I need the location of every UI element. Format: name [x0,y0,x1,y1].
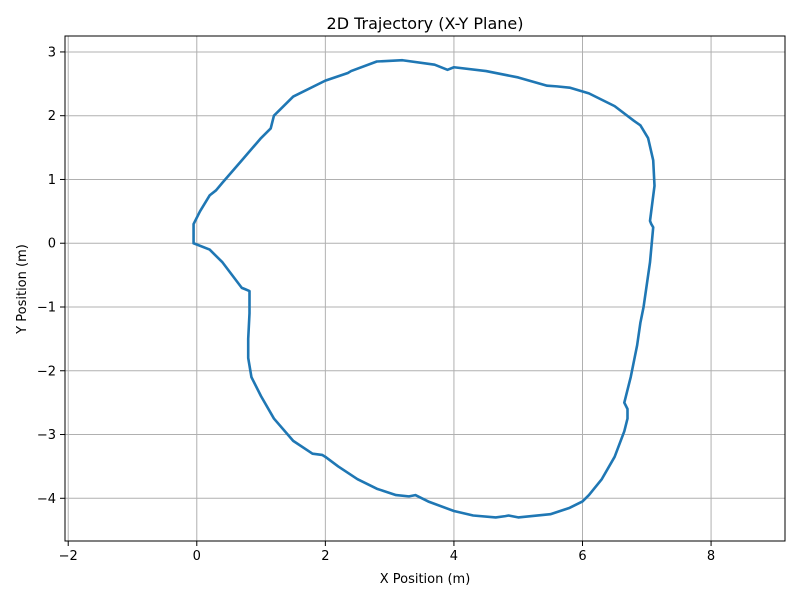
trajectory-line [192,58,656,519]
y-tick-label: −2 [37,364,56,379]
y-tick-label: 2 [48,109,56,124]
y-axis-label: Y Position (m) [15,244,30,335]
x-tick-label: 6 [578,549,586,564]
y-tick-label: −4 [37,492,56,507]
grid-lines [65,36,785,541]
y-tick-label: −1 [37,300,56,315]
x-tick-label: 0 [193,549,201,564]
y-tick-label: 3 [48,45,56,60]
plot-frame [64,35,786,542]
x-tick-label: 2 [321,549,329,564]
y-tick-label: 1 [48,173,56,188]
x-axis-ticks: −2 0 2 4 6 8 [59,541,715,564]
y-tick-label: 0 [48,237,56,252]
y-axis-ticks: 3 2 1 0 −1 −2 −3 −4 [37,45,65,507]
x-tick-label: 8 [707,549,715,564]
y-tick-label: −3 [37,428,56,443]
x-axis-label: X Position (m) [380,572,471,587]
x-tick-label: −2 [59,549,78,564]
chart-title: 2D Trajectory (X-Y Plane) [327,14,524,33]
x-tick-label: 4 [450,549,458,564]
